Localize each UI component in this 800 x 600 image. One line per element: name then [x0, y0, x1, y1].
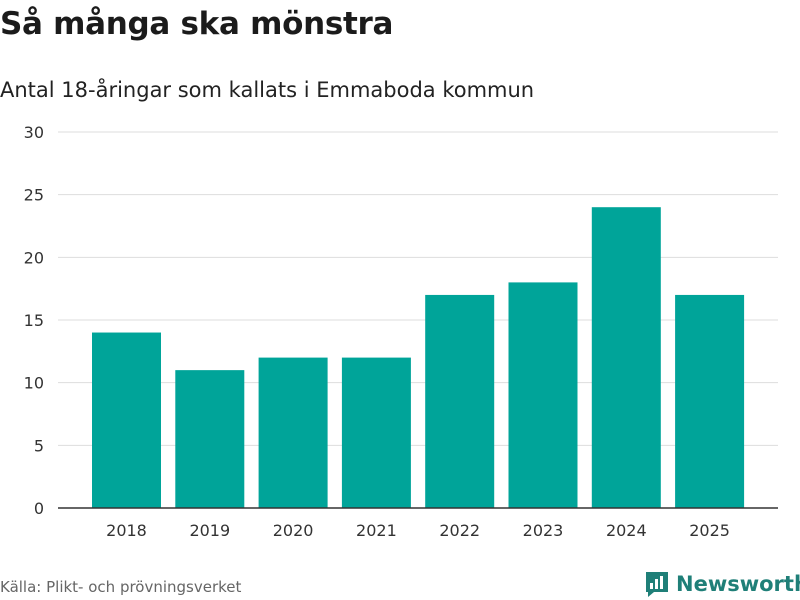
chart-title: Så många ska mönstra: [0, 6, 394, 42]
bar: [508, 282, 578, 508]
newsworthy-logo-text: Newsworthy: [676, 572, 800, 596]
newsworthy-logo-icon: [646, 572, 668, 597]
x-tick-label: 2019: [189, 521, 230, 540]
y-tick-label: 15: [24, 311, 44, 330]
x-tick-label: 2022: [439, 521, 480, 540]
newsworthy-logo: Newsworthy: [644, 570, 800, 598]
bar: [175, 370, 245, 508]
y-tick-label: 20: [24, 248, 44, 267]
bar: [591, 207, 661, 508]
y-tick-label: 5: [34, 436, 44, 455]
source-note: Källa: Plikt- och prövningsverket: [0, 578, 242, 596]
x-tick-label: 2021: [356, 521, 397, 540]
bar: [92, 332, 161, 508]
bar: [258, 357, 328, 508]
y-tick-label: 0: [34, 499, 44, 518]
x-tick-label: 2024: [606, 521, 647, 540]
x-tick-label: 2018: [106, 521, 147, 540]
y-tick-label: 25: [24, 186, 44, 205]
bar: [675, 294, 745, 508]
y-tick-label: 30: [24, 123, 44, 142]
y-tick-label: 10: [24, 374, 44, 393]
x-tick-label: 2025: [689, 521, 730, 540]
x-tick-label: 2023: [523, 521, 564, 540]
chart-subtitle: Antal 18-åringar som kallats i Emmaboda …: [0, 78, 535, 102]
x-tick-label: 2020: [273, 521, 314, 540]
bar: [425, 294, 495, 508]
bar: [341, 357, 411, 508]
